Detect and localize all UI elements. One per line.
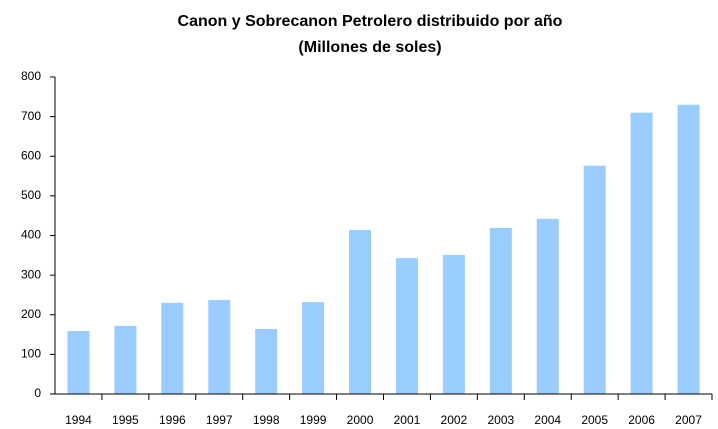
x-tick-label: 1995 xyxy=(112,413,139,427)
x-tick-label: 2003 xyxy=(487,413,514,427)
chart-subtitle: (Millones de soles) xyxy=(298,39,441,56)
bar xyxy=(677,104,700,395)
bar xyxy=(67,330,90,394)
x-tick-label: 2006 xyxy=(628,413,655,427)
y-tick-label: 200 xyxy=(21,307,41,321)
y-tick-label: 300 xyxy=(21,267,41,281)
bar xyxy=(114,325,137,394)
y-tick-label: 100 xyxy=(21,347,41,361)
x-tick-label: 2000 xyxy=(347,413,374,427)
x-tick-label: 1997 xyxy=(206,413,233,427)
x-tick-label: 2007 xyxy=(675,413,702,427)
y-tick-label: 700 xyxy=(21,109,41,123)
y-tick-label: 0 xyxy=(34,386,41,400)
bar xyxy=(302,302,325,394)
bar xyxy=(161,302,184,394)
bar xyxy=(208,300,231,394)
y-tick-label: 500 xyxy=(21,188,41,202)
y-tick-label: 600 xyxy=(21,148,41,162)
bar xyxy=(395,258,418,394)
bar xyxy=(442,254,465,394)
x-tick-label: 1999 xyxy=(300,413,327,427)
chart-title: Canon y Sobrecanon Petrolero distribuido… xyxy=(178,13,563,30)
x-tick-label: 1996 xyxy=(159,413,186,427)
x-tick-label: 2004 xyxy=(534,413,561,427)
y-tick-label: 400 xyxy=(21,228,41,242)
bar xyxy=(536,218,559,394)
x-tick-label: 1998 xyxy=(253,413,280,427)
x-tick-label: 2005 xyxy=(581,413,608,427)
x-tick-label: 1994 xyxy=(65,413,92,427)
bar xyxy=(489,227,512,394)
bar xyxy=(630,112,653,394)
bar xyxy=(255,329,278,394)
y-tick-label: 800 xyxy=(21,69,41,83)
x-tick-label: 2001 xyxy=(394,413,421,427)
x-tick-label: 2002 xyxy=(441,413,468,427)
bar xyxy=(349,229,372,394)
bar xyxy=(583,165,606,394)
